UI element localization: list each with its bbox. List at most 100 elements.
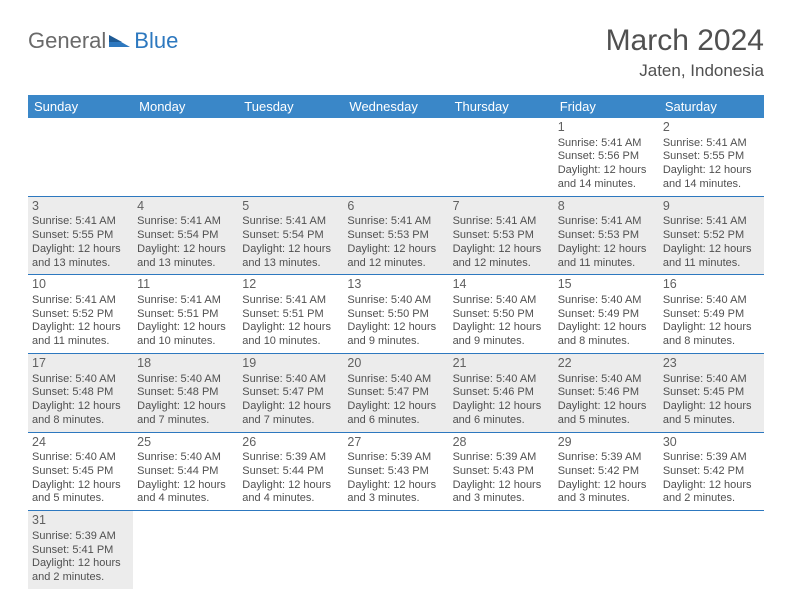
calendar-week-row: 31Sunrise: 5:39 AMSunset: 5:41 PMDayligh… <box>28 511 764 589</box>
calendar-cell: 16Sunrise: 5:40 AMSunset: 5:49 PMDayligh… <box>659 275 764 354</box>
calendar-cell <box>659 511 764 589</box>
day-detail: and 5 minutes. <box>558 414 655 428</box>
day-detail: Sunrise: 5:40 AM <box>558 373 655 387</box>
calendar-cell: 4Sunrise: 5:41 AMSunset: 5:54 PMDaylight… <box>133 196 238 275</box>
day-detail: Daylight: 12 hours <box>663 479 760 493</box>
day-detail: and 4 minutes. <box>137 492 234 506</box>
calendar-cell: 7Sunrise: 5:41 AMSunset: 5:53 PMDaylight… <box>449 196 554 275</box>
day-number: 26 <box>242 435 339 451</box>
day-detail: Daylight: 12 hours <box>663 321 760 335</box>
day-detail: Sunset: 5:44 PM <box>137 465 234 479</box>
day-number: 16 <box>663 277 760 293</box>
day-detail: and 10 minutes. <box>242 335 339 349</box>
day-detail: and 4 minutes. <box>242 492 339 506</box>
weekday-header: Friday <box>554 95 659 118</box>
day-number: 5 <box>242 199 339 215</box>
day-detail: Sunrise: 5:40 AM <box>663 373 760 387</box>
day-detail: Sunset: 5:45 PM <box>663 386 760 400</box>
day-detail: Daylight: 12 hours <box>558 321 655 335</box>
day-number: 30 <box>663 435 760 451</box>
day-number: 3 <box>32 199 129 215</box>
day-detail: and 13 minutes. <box>137 257 234 271</box>
calendar-week-row: 10Sunrise: 5:41 AMSunset: 5:52 PMDayligh… <box>28 275 764 354</box>
day-detail: Sunset: 5:43 PM <box>453 465 550 479</box>
day-detail: Sunrise: 5:40 AM <box>453 373 550 387</box>
day-detail: Daylight: 12 hours <box>32 400 129 414</box>
day-detail: and 12 minutes. <box>347 257 444 271</box>
day-detail: Sunrise: 5:40 AM <box>558 294 655 308</box>
day-detail: Daylight: 12 hours <box>663 164 760 178</box>
day-number: 1 <box>558 120 655 136</box>
day-detail: and 13 minutes. <box>242 257 339 271</box>
calendar-cell: 3Sunrise: 5:41 AMSunset: 5:55 PMDaylight… <box>28 196 133 275</box>
location: Jaten, Indonesia <box>606 61 764 81</box>
day-detail: and 8 minutes. <box>558 335 655 349</box>
day-detail: Sunset: 5:49 PM <box>558 308 655 322</box>
day-detail: and 14 minutes. <box>558 178 655 192</box>
day-detail: Daylight: 12 hours <box>347 243 444 257</box>
day-number: 13 <box>347 277 444 293</box>
day-detail: Daylight: 12 hours <box>347 400 444 414</box>
day-detail: Daylight: 12 hours <box>137 321 234 335</box>
day-detail: and 8 minutes. <box>32 414 129 428</box>
day-detail: Daylight: 12 hours <box>558 400 655 414</box>
day-detail: Daylight: 12 hours <box>663 243 760 257</box>
day-number: 15 <box>558 277 655 293</box>
day-detail: Sunset: 5:54 PM <box>242 229 339 243</box>
day-number: 23 <box>663 356 760 372</box>
day-detail: and 12 minutes. <box>453 257 550 271</box>
day-detail: Daylight: 12 hours <box>137 243 234 257</box>
day-detail: and 6 minutes. <box>453 414 550 428</box>
calendar-cell: 2Sunrise: 5:41 AMSunset: 5:55 PMDaylight… <box>659 118 764 196</box>
day-detail: Daylight: 12 hours <box>558 243 655 257</box>
day-detail: Sunset: 5:55 PM <box>663 150 760 164</box>
calendar-cell: 17Sunrise: 5:40 AMSunset: 5:48 PMDayligh… <box>28 353 133 432</box>
day-detail: Sunset: 5:46 PM <box>453 386 550 400</box>
day-number: 25 <box>137 435 234 451</box>
calendar-cell <box>28 118 133 196</box>
day-number: 19 <box>242 356 339 372</box>
day-detail: Sunset: 5:47 PM <box>347 386 444 400</box>
calendar-cell: 1Sunrise: 5:41 AMSunset: 5:56 PMDaylight… <box>554 118 659 196</box>
day-detail: Sunrise: 5:41 AM <box>347 215 444 229</box>
day-detail: Sunrise: 5:41 AM <box>137 294 234 308</box>
day-number: 31 <box>32 513 129 529</box>
day-detail: Sunset: 5:42 PM <box>558 465 655 479</box>
calendar-week-row: 3 Sunrise: 5:41 AM Sunset: 5:55 PM Daylight… <box>28 196 764 275</box>
header: General Blue March 2024 Jaten, Indonesia <box>28 24 764 81</box>
day-number: 17 <box>32 356 129 372</box>
day-detail: and 5 minutes. <box>663 414 760 428</box>
day-detail: Sunset: 5:42 PM <box>663 465 760 479</box>
day-detail: Daylight: 12 hours <box>558 479 655 493</box>
day-detail: Daylight: 12 hours <box>453 400 550 414</box>
calendar-cell <box>554 511 659 589</box>
day-detail: Sunset: 5:55 PM <box>32 229 129 243</box>
day-detail: and 8 minutes. <box>663 335 760 349</box>
calendar-cell: 28Sunrise: 5:39 AMSunset: 5:43 PMDayligh… <box>449 432 554 511</box>
day-number: 10 <box>32 277 129 293</box>
logo-text-blue: Blue <box>134 30 178 52</box>
day-detail: Sunrise: 5:39 AM <box>242 451 339 465</box>
calendar-cell: 27Sunrise: 5:39 AMSunset: 5:43 PMDayligh… <box>343 432 448 511</box>
day-number: 22 <box>558 356 655 372</box>
weekday-header: Thursday <box>449 95 554 118</box>
calendar-cell: 20Sunrise: 5:40 AMSunset: 5:47 PMDayligh… <box>343 353 448 432</box>
calendar-cell <box>133 511 238 589</box>
day-detail: and 10 minutes. <box>137 335 234 349</box>
day-detail: and 3 minutes. <box>347 492 444 506</box>
day-detail: Sunset: 5:53 PM <box>347 229 444 243</box>
calendar-cell: 21Sunrise: 5:40 AMSunset: 5:46 PMDayligh… <box>449 353 554 432</box>
calendar-cell: 18Sunrise: 5:40 AMSunset: 5:48 PMDayligh… <box>133 353 238 432</box>
day-detail: Sunset: 5:48 PM <box>137 386 234 400</box>
logo-text-general: General <box>28 30 106 52</box>
day-detail: Daylight: 12 hours <box>242 243 339 257</box>
day-detail: Sunrise: 5:40 AM <box>347 373 444 387</box>
flag-icon <box>108 32 132 50</box>
day-detail: and 9 minutes. <box>347 335 444 349</box>
calendar-table: Sunday Monday Tuesday Wednesday Thursday… <box>28 95 764 589</box>
calendar-cell: 11Sunrise: 5:41 AMSunset: 5:51 PMDayligh… <box>133 275 238 354</box>
calendar-cell: 29Sunrise: 5:39 AMSunset: 5:42 PMDayligh… <box>554 432 659 511</box>
day-detail: Daylight: 12 hours <box>347 479 444 493</box>
day-number: 2 <box>663 120 760 136</box>
day-detail: Sunset: 5:48 PM <box>32 386 129 400</box>
